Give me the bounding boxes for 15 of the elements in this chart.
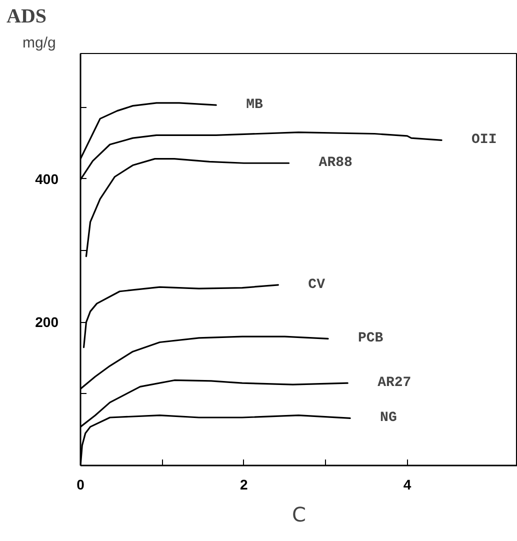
text: mg/g <box>22 34 56 52</box>
y-axis-title: ADS <box>6 6 47 28</box>
x-axis-title: C <box>292 502 306 526</box>
text: AR27 <box>378 375 412 392</box>
text: NG <box>380 410 397 426</box>
text: MB <box>246 97 264 114</box>
text: CV <box>308 276 326 293</box>
x-tick-label: 0 <box>76 476 85 492</box>
x-tick-label: 4 <box>403 476 412 492</box>
y-tick-label: 400 <box>35 170 59 187</box>
text: PCB <box>358 330 384 347</box>
text: AR88 <box>318 155 352 172</box>
x-tick-label: 2 <box>240 476 248 492</box>
text: OII <box>472 132 497 148</box>
y-tick-label: 200 <box>35 314 59 330</box>
